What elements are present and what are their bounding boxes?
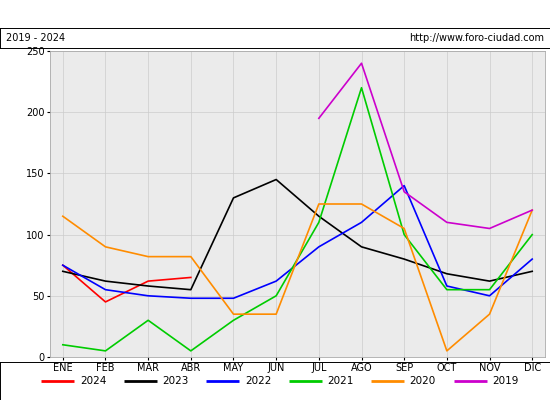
Text: 2023: 2023 — [162, 376, 189, 386]
Text: 2019: 2019 — [492, 376, 519, 386]
Text: Evolucion Nº Turistas Nacionales en el municipio de Almáchar: Evolucion Nº Turistas Nacionales en el m… — [69, 8, 481, 20]
Text: http://www.foro-ciudad.com: http://www.foro-ciudad.com — [410, 33, 544, 43]
Text: 2019 - 2024: 2019 - 2024 — [6, 33, 65, 43]
Text: 2022: 2022 — [245, 376, 271, 386]
Text: 2024: 2024 — [80, 376, 106, 386]
Text: 2021: 2021 — [327, 376, 354, 386]
Text: 2020: 2020 — [410, 376, 436, 386]
